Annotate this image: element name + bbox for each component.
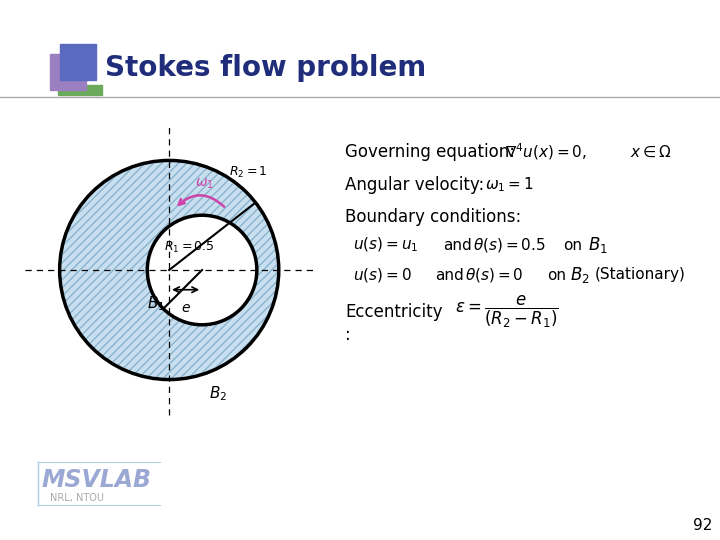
Text: (Stationary): (Stationary) [595, 267, 686, 282]
Text: $u(s) = 0$: $u(s) = 0$ [353, 266, 412, 284]
Text: $B_2$: $B_2$ [210, 384, 228, 403]
Text: NRL, NTOU: NRL, NTOU [50, 493, 104, 503]
Circle shape [148, 215, 257, 325]
Text: and: and [443, 238, 472, 253]
Text: $\theta(s) = 0.5$: $\theta(s) = 0.5$ [473, 236, 546, 254]
Text: $\varepsilon = \dfrac{e}{(R_2 - R_1)}$: $\varepsilon = \dfrac{e}{(R_2 - R_1)}$ [455, 294, 559, 330]
Text: $B_2$: $B_2$ [570, 265, 590, 285]
Text: $\nabla^4 u(x) = 0,$: $\nabla^4 u(x) = 0,$ [505, 141, 587, 163]
Text: $\omega_1 = 1$: $\omega_1 = 1$ [485, 176, 534, 194]
Text: $R_1 = 0.5$: $R_1 = 0.5$ [163, 240, 215, 255]
Text: MSVLAB: MSVLAB [42, 468, 152, 492]
Text: $\theta(s) = 0$: $\theta(s) = 0$ [465, 266, 523, 284]
Text: 92: 92 [693, 518, 713, 534]
Text: Stokes flow problem: Stokes flow problem [105, 54, 426, 82]
Circle shape [60, 160, 279, 380]
Text: $B_1$: $B_1$ [147, 294, 165, 313]
Text: and: and [435, 267, 464, 282]
Text: on: on [547, 267, 566, 282]
Text: $u(s) = u_1$: $u(s) = u_1$ [353, 236, 418, 254]
Text: $\omega_1$: $\omega_1$ [195, 177, 214, 191]
Text: Angular velocity:: Angular velocity: [345, 176, 485, 194]
Text: Boundary conditions:: Boundary conditions: [345, 208, 521, 226]
Bar [58, 85, 102, 95]
Text: $R_2 = 1$: $R_2 = 1$ [229, 165, 267, 180]
Bar [50, 54, 86, 90]
Bar [60, 44, 96, 80]
Text: :: : [345, 326, 351, 344]
Text: Eccentricity: Eccentricity [345, 303, 443, 321]
Text: Governing equation:: Governing equation: [345, 143, 515, 161]
Text: $B_1$: $B_1$ [588, 235, 608, 255]
Text: $x \in \Omega$: $x \in \Omega$ [630, 144, 672, 160]
Text: on: on [563, 238, 582, 253]
Text: $e$: $e$ [181, 301, 191, 315]
